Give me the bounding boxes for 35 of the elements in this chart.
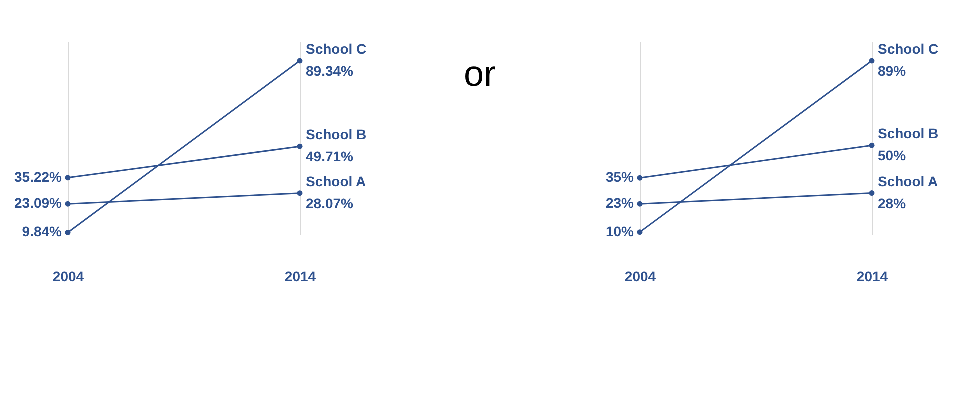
point <box>65 230 71 236</box>
point <box>869 58 875 64</box>
x-tick-label: 2004 <box>624 268 656 284</box>
point <box>65 201 71 207</box>
data-label: 49.71% <box>306 148 354 165</box>
point <box>637 201 643 207</box>
data-label: 9.84% <box>22 224 63 240</box>
text: or <box>464 53 496 94</box>
point <box>297 144 303 150</box>
series-label: School C <box>878 41 939 57</box>
data-label: 10% <box>606 223 635 240</box>
point <box>869 142 875 148</box>
series-label: School B <box>306 126 367 143</box>
data-label: 28% <box>878 195 907 212</box>
point <box>869 190 875 196</box>
series-label: School A <box>306 173 366 190</box>
data-label: 23% <box>606 195 635 212</box>
data-label: 89% <box>878 63 907 79</box>
series-label: School B <box>878 126 939 142</box>
point <box>637 175 643 181</box>
x-tick-label: 2014 <box>284 268 316 284</box>
data-label: 35.22% <box>14 168 63 185</box>
point <box>65 175 71 181</box>
data-label: 23.09% <box>14 195 63 212</box>
point <box>297 190 303 196</box>
point <box>297 58 303 64</box>
data-label: 35% <box>606 169 635 186</box>
point <box>637 230 643 236</box>
series-label: School A <box>878 173 938 190</box>
data-label: 50% <box>878 148 907 164</box>
data-label: 28.07% <box>306 195 354 212</box>
series-label: School C <box>306 41 367 57</box>
x-tick-label: 2004 <box>52 268 84 284</box>
data-label: 89.34% <box>306 63 354 79</box>
x-tick-label: 2014 <box>856 268 888 284</box>
